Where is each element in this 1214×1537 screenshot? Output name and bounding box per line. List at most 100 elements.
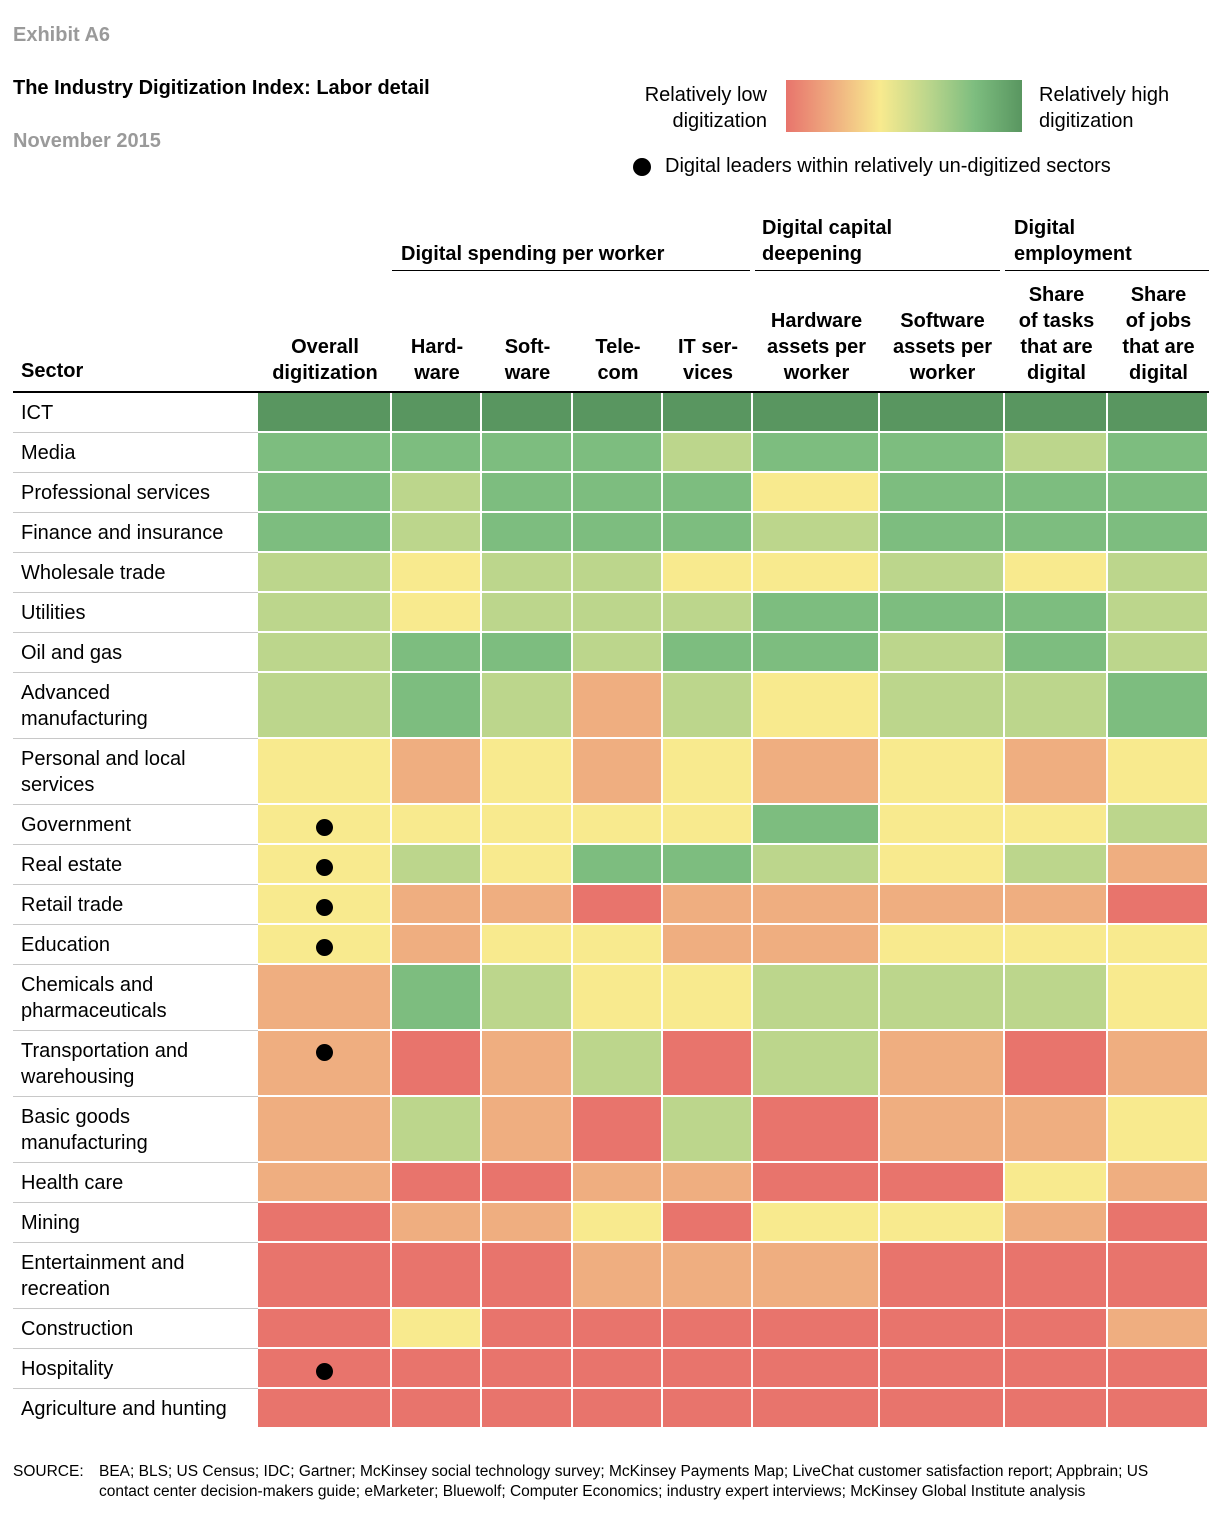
sector-label-line: pharmaceuticals — [21, 1000, 167, 1022]
chart-title: The Industry Digitization Index: Labor d… — [13, 77, 430, 99]
heatmap-cell — [392, 433, 480, 471]
row-separator — [13, 592, 258, 593]
sector-label-line: recreation — [21, 1278, 110, 1300]
sector-label-line: ICT — [21, 402, 54, 424]
heatmap-cell — [392, 885, 480, 923]
heatmap-cell — [392, 1031, 480, 1095]
column-header-6: Software assets per worker — [880, 308, 1005, 386]
heatmap-cell — [663, 673, 751, 737]
heatmap-cell — [880, 805, 1003, 843]
header-rule — [13, 391, 1209, 393]
sector-label-line: Media — [21, 442, 76, 464]
heatmap-cell — [880, 633, 1003, 671]
sector-label-line: Real estate — [21, 854, 123, 876]
heatmap-cell — [392, 473, 480, 511]
heatmap-cell — [753, 1309, 878, 1347]
heatmap-cell — [482, 965, 571, 1029]
group-header-employment: Digital employment — [1014, 215, 1132, 267]
column-header-0: Overall digitization — [258, 334, 392, 386]
row-separator — [13, 1202, 258, 1203]
row-separator — [13, 1348, 258, 1349]
group-header-spending: Digital spending per worker — [401, 243, 665, 265]
sector-label-line: manufacturing — [21, 708, 148, 730]
heatmap-cell — [392, 393, 480, 431]
heatmap-cell — [573, 739, 661, 803]
heatmap-cell — [753, 1031, 878, 1095]
column-header-0-line-0: Overall — [291, 336, 359, 358]
legend-high-label: Relatively high digitization — [1039, 82, 1209, 134]
heatmap-cell — [482, 1349, 571, 1387]
column-header-8-line-2: that are — [1122, 336, 1195, 358]
heatmap-cell — [258, 593, 390, 631]
heatmap-cell — [482, 805, 571, 843]
legend-low-line2: digitization — [672, 110, 767, 132]
heatmap-cell — [1005, 1389, 1106, 1427]
exhibit-label: Exhibit A6 — [13, 24, 111, 46]
heatmap-cell — [392, 553, 480, 591]
heatmap-cell — [753, 433, 878, 471]
heatmap-cell — [880, 473, 1003, 511]
heatmap-cell — [1108, 1163, 1207, 1201]
heatmap-cell — [258, 1349, 390, 1387]
sector-label-line: Finance and insurance — [21, 522, 224, 544]
heatmap-cell — [258, 1163, 390, 1201]
heatmap-cell — [663, 1349, 751, 1387]
heatmap-cell — [880, 553, 1003, 591]
heatmap-cell — [482, 1163, 571, 1201]
sector-label: Education — [21, 932, 110, 958]
chart-date: November 2015 — [13, 130, 161, 152]
heatmap-cell — [1108, 1243, 1207, 1307]
heatmap-cell — [1108, 1097, 1207, 1161]
heatmap-cell — [753, 513, 878, 551]
heatmap-cell — [663, 739, 751, 803]
sector-label-line: Agriculture and hunting — [21, 1398, 227, 1420]
heatmap-cell — [880, 1097, 1003, 1161]
heatmap-cell — [880, 1349, 1003, 1387]
heatmap-cell — [392, 1389, 480, 1427]
column-header-3-line-1: com — [597, 362, 639, 384]
heatmap-cell — [663, 1097, 751, 1161]
heatmap-cell — [573, 1163, 661, 1201]
heatmap-cell — [753, 885, 878, 923]
column-header-7-line-0: Share — [1028, 284, 1085, 306]
heatmap-cell — [880, 965, 1003, 1029]
column-header-6-line-0: Software — [900, 310, 985, 332]
heatmap-cell — [1005, 1203, 1106, 1241]
heatmap-cell — [880, 739, 1003, 803]
heatmap-cell — [482, 633, 571, 671]
source-label: SOURCE: — [13, 1463, 84, 1480]
legend-low-label: Relatively low digitization — [600, 82, 767, 134]
heatmap-cell — [482, 513, 571, 551]
heatmap-cell — [753, 593, 878, 631]
sector-label: Hospitality — [21, 1356, 113, 1382]
heatmap-cell — [663, 805, 751, 843]
group-rule-capital — [755, 270, 1000, 271]
heatmap-cell — [753, 473, 878, 511]
column-header-1: Hard-ware — [392, 334, 482, 386]
heatmap-cell — [1005, 925, 1106, 963]
heatmap-cell — [573, 1349, 661, 1387]
sector-label: Mining — [21, 1210, 80, 1236]
column-header-8-line-0: Share — [1130, 284, 1187, 306]
heatmap-cell — [1108, 473, 1207, 511]
heatmap-cell — [1005, 1309, 1106, 1347]
heatmap-cell — [1108, 1349, 1207, 1387]
heatmap-cell — [753, 1203, 878, 1241]
group-rule-employment — [1005, 270, 1209, 271]
column-header-8-line-3: digital — [1129, 362, 1188, 384]
heatmap-cell — [573, 473, 661, 511]
heatmap-cell — [392, 673, 480, 737]
heatmap-cell — [1005, 845, 1106, 883]
sector-label-line: Chemicals and — [21, 974, 154, 996]
heatmap-cell — [573, 633, 661, 671]
heatmap-cell — [1108, 1203, 1207, 1241]
sector-label: Oil and gas — [21, 640, 122, 666]
heatmap-cell — [1108, 433, 1207, 471]
column-header-8-line-1: of jobs — [1125, 310, 1192, 332]
sector-label-line: Hospitality — [21, 1358, 114, 1380]
column-header-0-line-1: digitization — [272, 362, 378, 384]
heatmap-cell — [753, 1163, 878, 1201]
heatmap-cell — [573, 673, 661, 737]
heatmap-cell — [258, 553, 390, 591]
